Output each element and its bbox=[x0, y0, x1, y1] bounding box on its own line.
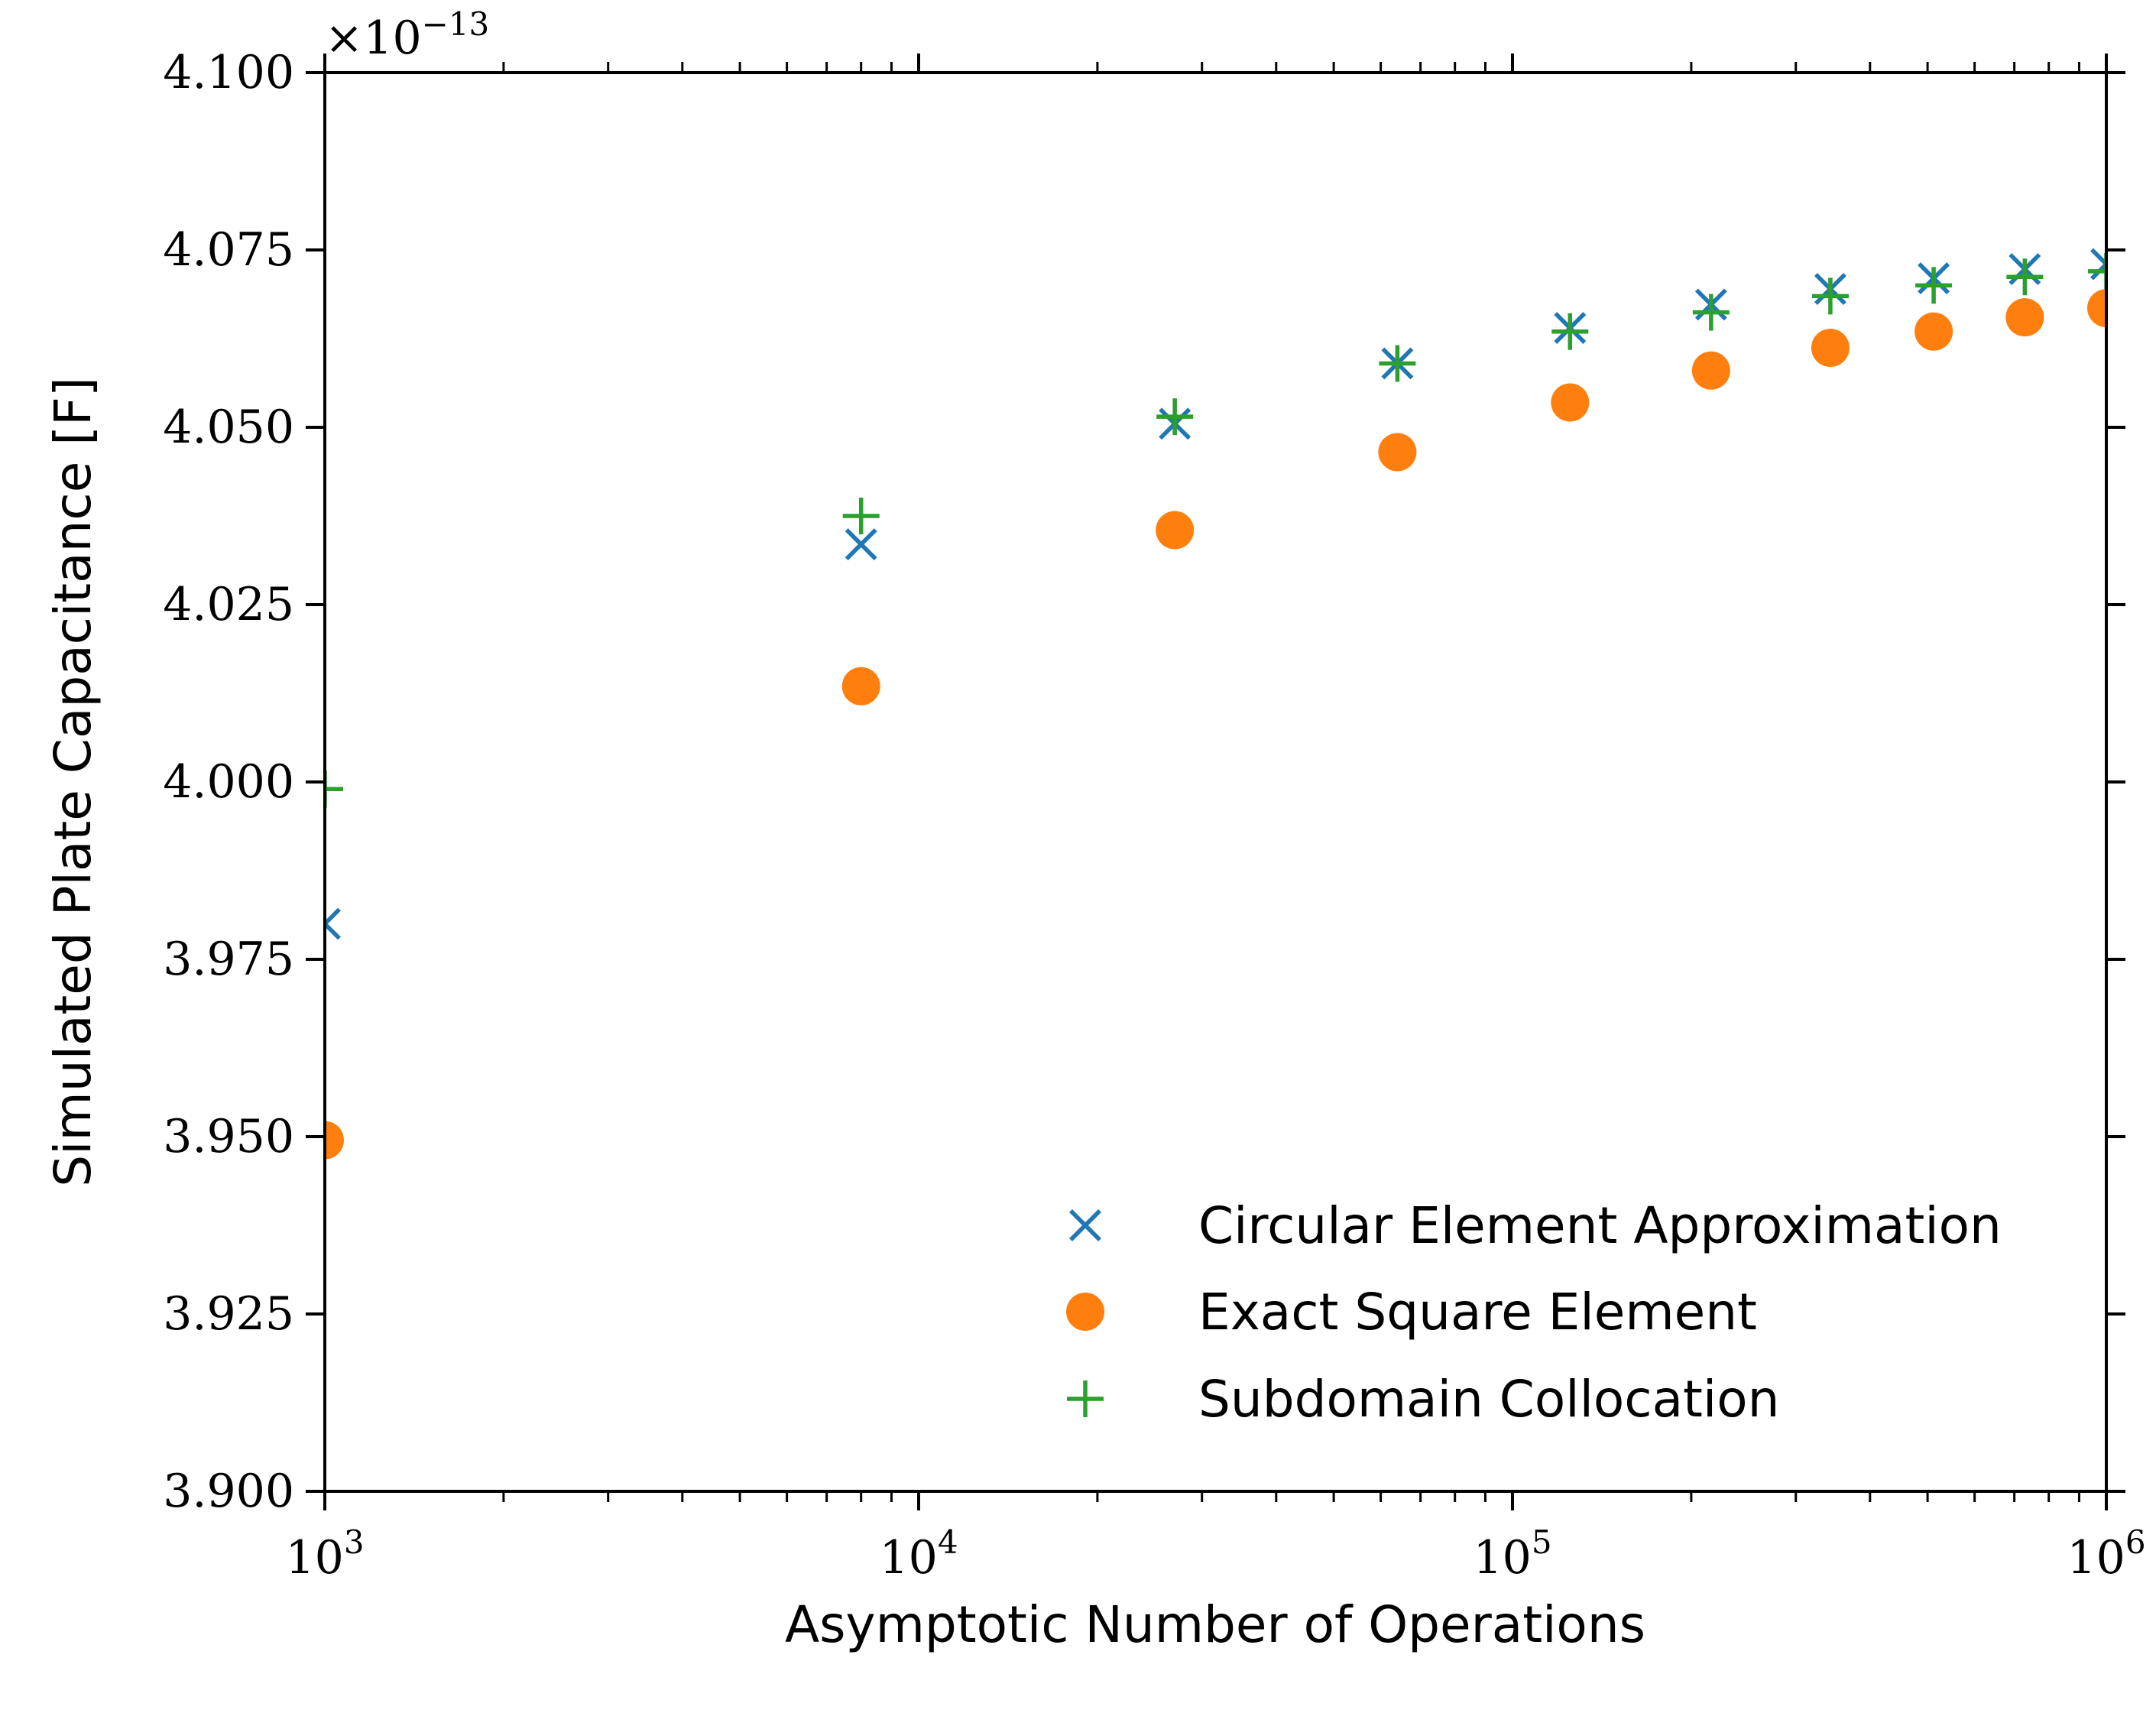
data-point bbox=[2090, 248, 2106, 281]
data-point bbox=[1811, 277, 1849, 315]
y-tick-label: 4.100 bbox=[163, 46, 294, 99]
data-point bbox=[325, 771, 343, 808]
axis-ticks bbox=[306, 54, 2125, 1510]
data-point bbox=[1692, 294, 1730, 331]
data-point bbox=[2005, 298, 2044, 337]
data-point bbox=[1551, 383, 1590, 422]
data-point bbox=[1379, 345, 1416, 382]
data-point bbox=[1691, 351, 1730, 390]
data-point bbox=[1915, 267, 1953, 304]
data-point bbox=[845, 528, 877, 561]
y-tick-label: 3.925 bbox=[163, 1287, 294, 1341]
x-tick-label: 104 bbox=[879, 1523, 958, 1585]
legend-label: Subdomain Collocation bbox=[1198, 1370, 1779, 1429]
data-point bbox=[1156, 398, 1194, 436]
data-point bbox=[841, 667, 880, 706]
y-tick-label: 3.900 bbox=[163, 1465, 294, 1518]
legend-marker bbox=[1067, 1380, 1104, 1417]
y-tick-label: 4.075 bbox=[163, 223, 294, 277]
y-multiplier: ×10−13 bbox=[325, 5, 489, 65]
data-points bbox=[325, 248, 2106, 1160]
data-point bbox=[325, 907, 341, 940]
x-tick-label: 106 bbox=[2067, 1523, 2145, 1585]
data-point bbox=[1914, 312, 1953, 351]
y-tick-label: 3.950 bbox=[163, 1110, 294, 1163]
y-tick-label: 4.025 bbox=[163, 578, 294, 631]
legend: Circular Element Approximation Exact Squa… bbox=[1066, 1196, 2002, 1429]
legend-label: Circular Element Approximation bbox=[1198, 1196, 2002, 1255]
x-tick-label: 105 bbox=[1473, 1523, 1551, 1585]
data-point bbox=[2087, 289, 2106, 328]
axis-tick-labels: 3.900 3.925 3.950 3.975 4.000 4.025 4.050 4.075… bbox=[163, 46, 2145, 1585]
legend-label: Exact Square Element bbox=[1198, 1283, 1757, 1342]
x-tick-label: 103 bbox=[285, 1523, 364, 1585]
data-point bbox=[2088, 252, 2106, 290]
y-tick-label: 3.975 bbox=[163, 933, 294, 986]
y-tick-label: 4.000 bbox=[163, 755, 294, 809]
data-point bbox=[1551, 313, 1589, 350]
data-point bbox=[1156, 511, 1195, 550]
data-point bbox=[325, 1121, 344, 1160]
data-point bbox=[1378, 433, 1417, 472]
data-point bbox=[842, 498, 880, 534]
data-point bbox=[2006, 258, 2044, 296]
x-axis-title: Asymptotic Number of Operations bbox=[785, 1595, 1645, 1654]
legend-marker bbox=[1066, 1293, 1104, 1331]
data-point bbox=[1811, 329, 1850, 368]
legend-marker bbox=[1069, 1209, 1101, 1241]
plot-frame bbox=[323, 71, 2108, 1493]
y-tick-label: 4.050 bbox=[163, 401, 294, 454]
y-axis-title: Simulated Plate Capacitance [F] bbox=[44, 377, 102, 1187]
